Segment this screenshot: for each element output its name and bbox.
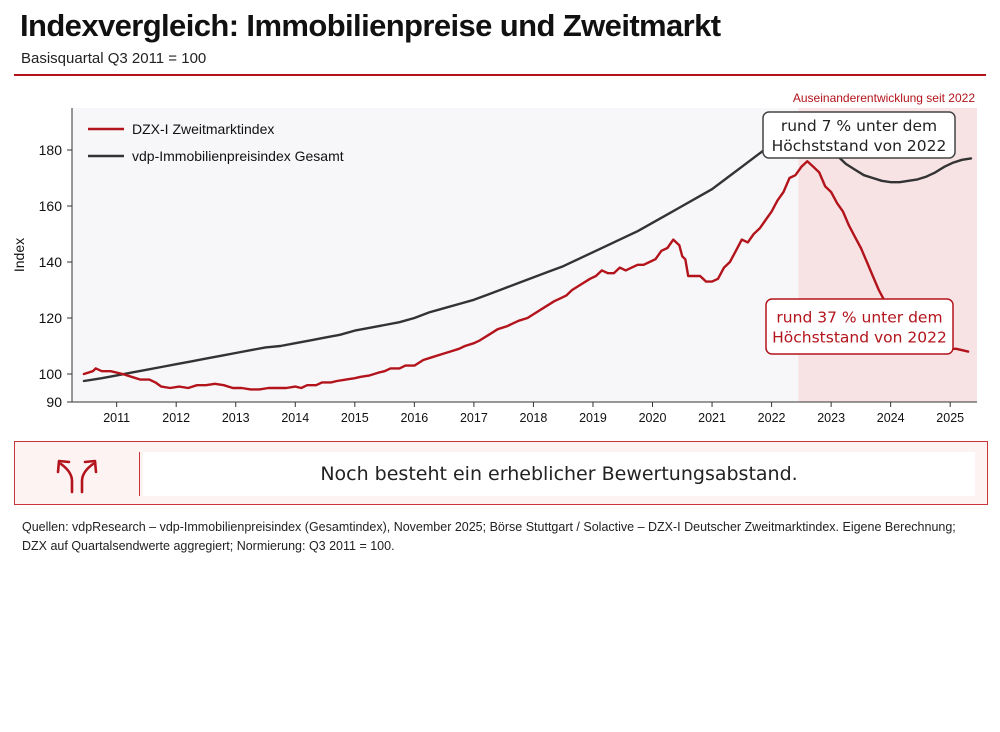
y-tick-label: 90 (46, 394, 62, 410)
index-line-chart: Auseinanderentwicklung seit 2022 90 100 120… (11, 91, 977, 425)
x-tick-label: 2014 (281, 411, 309, 425)
x-tick-label: 2017 (460, 411, 488, 425)
series-line-vdp (82, 122, 973, 383)
x-tick-label: 2018 (520, 411, 548, 425)
x-tick-label: 2016 (400, 411, 428, 425)
x-tick-label: 2021 (698, 411, 726, 425)
x-tick-label: 2011 (103, 411, 130, 425)
x-tick-label: 2020 (639, 411, 667, 425)
diverging-arrows-icon (45, 454, 109, 494)
y-tick-label: 100 (39, 366, 63, 382)
highlight-label: Auseinanderentwicklung seit 2022 (793, 91, 975, 105)
page-subtitle: Basisquartal Q3 2011 = 100 (21, 50, 207, 67)
y-axis-label: Index (11, 238, 27, 272)
legend-label-dzx: DZX-I Zweitmarktindex (132, 121, 274, 137)
annotation-text-1-line2: Höchststand von 2022 (772, 137, 947, 155)
annotation-box-2 (765, 298, 954, 355)
sources-note: Quellen: vdpResearch – vdp-Immobilienpre… (22, 518, 982, 556)
x-tick-label: 2025 (936, 411, 964, 425)
x-tick-label: 2013 (222, 411, 250, 425)
annotation-box-1 (762, 111, 956, 159)
x-tick-label: 2023 (817, 411, 845, 425)
y-tick-label: 120 (39, 310, 63, 326)
title-rule (14, 74, 986, 76)
series-line-dzx (82, 160, 970, 391)
legend-label-vdp: vdp-Immobilienpreisindex Gesamt (132, 148, 344, 164)
x-tick-label: 2015 (341, 411, 369, 425)
sources-line-2: DZX auf Quartalsendwerte aggregiert; Nor… (22, 539, 395, 553)
x-tick-label: 2012 (162, 411, 190, 425)
y-tick-label: 160 (39, 198, 63, 214)
y-tick-label: 140 (39, 254, 63, 270)
callout-message: Noch besteht ein erheblicher Bewertungsa… (143, 452, 975, 496)
annotation-text-1-line1: rund 7 % unter dem (781, 117, 937, 135)
x-tick-label: 2024 (877, 411, 905, 425)
x-tick-label: 2019 (579, 411, 607, 425)
annotation-text-2-line1: rund 37 % unter dem (776, 309, 942, 327)
callout-separator (139, 452, 140, 496)
page-title: Indexvergleich: Immobilienpreise und Zwe… (20, 8, 721, 43)
sources-line-1: Quellen: vdpResearch – vdp-Immobilienpre… (22, 520, 956, 534)
annotation-text-2-line2: Höchststand von 2022 (772, 329, 947, 347)
x-tick-label: 2022 (758, 411, 786, 425)
conclusion-callout: Noch besteht ein erheblicher Bewertungsa… (14, 441, 988, 505)
y-tick-label: 180 (39, 142, 63, 158)
